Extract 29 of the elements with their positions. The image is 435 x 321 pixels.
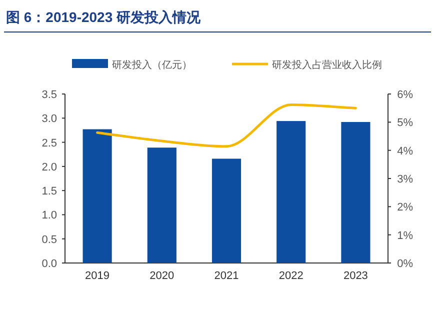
bar <box>82 129 112 263</box>
y-tick-label: 0.0 <box>42 258 57 270</box>
legend-label: 研发投入占营业收入比例 <box>272 59 382 71</box>
legend-label: 研发投入（亿元） <box>112 59 192 71</box>
bar <box>276 121 306 263</box>
bar <box>147 148 176 263</box>
line-series <box>96 103 357 148</box>
y2-tick-label: 2% <box>397 202 414 214</box>
y-tick-label: 2.5 <box>42 137 57 150</box>
y-tick-label: 0.5 <box>42 234 57 246</box>
x-tick-label: 2021 <box>214 270 239 282</box>
x-tick-label: 2022 <box>278 270 304 282</box>
bar <box>341 122 370 263</box>
y-tick-label: 1.5 <box>42 186 57 198</box>
y-tick-label: 1.0 <box>42 210 57 222</box>
x-tick-label: 2023 <box>343 270 368 282</box>
y2-tick-label: 5% <box>397 117 414 130</box>
y2-tick-label: 6% <box>397 89 414 101</box>
y2-tick-label: 1% <box>397 230 414 242</box>
y-tick-label: 3.0 <box>42 113 57 126</box>
x-tick-label: 2019 <box>85 270 110 282</box>
y-tick-label: 3.5 <box>42 89 57 101</box>
x-tick-label: 2020 <box>150 270 174 282</box>
chart-title: 图 6：2019-2023 研发投入情况 <box>6 9 202 25</box>
y2-tick-label: 0% <box>397 258 414 270</box>
y2-tick-label: 3% <box>397 174 414 186</box>
y-tick-label: 2.0 <box>42 161 57 174</box>
y2-tick-label: 4% <box>397 145 414 158</box>
bar <box>212 158 242 263</box>
